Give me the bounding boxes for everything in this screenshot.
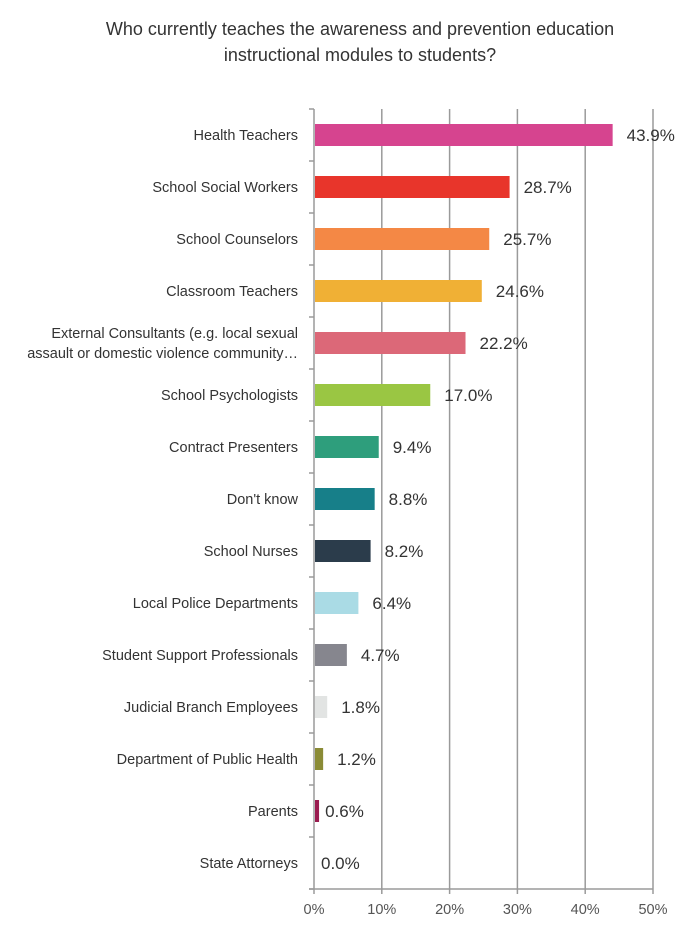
category-label: Health Teachers [193,128,298,144]
category-label: External Consultants (e.g. local sexual a… [27,326,298,362]
bar [315,644,347,666]
bar [315,332,466,354]
bar [315,540,371,562]
category-label: Judicial Branch Employees [124,700,298,716]
bar [315,800,320,822]
category-label: Parents [248,804,298,820]
x-tick-label: 20% [435,902,464,918]
bar [315,436,379,458]
data-label: 4.7% [361,646,400,665]
category-label: School Psychologists [161,388,298,404]
category-label: Student Support Professionals [102,648,298,664]
data-label: 17.0% [444,386,492,405]
data-label: 9.4% [393,438,432,457]
category-label: Classroom Teachers [166,284,298,300]
bar [315,280,482,302]
data-label: 28.7% [524,178,572,197]
data-label: 8.2% [385,542,424,561]
category-label: State Attorneys [200,856,298,872]
x-tick-label: 40% [571,902,600,918]
category-label: School Counselors [176,232,298,248]
bar [315,748,324,770]
data-label: 22.2% [480,334,528,353]
data-label: 6.4% [372,594,411,613]
bar [315,124,613,146]
data-label: 8.8% [389,490,428,509]
bar [315,592,359,614]
data-label: 1.2% [337,750,376,769]
bar [315,176,510,198]
bar [315,384,431,406]
bar [315,228,490,250]
data-label: 24.6% [496,282,544,301]
chart-title: Who currently teaches the awareness and … [105,19,615,65]
category-label: School Nurses [204,544,298,560]
category-label: Contract Presenters [169,440,298,456]
x-tick-label: 0% [304,902,325,918]
data-label: 1.8% [341,698,380,717]
category-label: Don't know [227,492,299,508]
data-label: 0.0% [321,854,360,873]
x-tick-label: 30% [503,902,532,918]
bar [315,696,328,718]
category-label: School Social Workers [152,180,298,196]
x-tick-label: 50% [638,902,667,918]
data-label: 25.7% [503,230,551,249]
x-tick-label: 10% [367,902,396,918]
bar [315,488,375,510]
category-label: Department of Public Health [117,752,298,768]
data-label: 43.9% [627,126,675,145]
category-label: Local Police Departments [133,596,298,612]
data-label: 0.6% [325,802,364,821]
